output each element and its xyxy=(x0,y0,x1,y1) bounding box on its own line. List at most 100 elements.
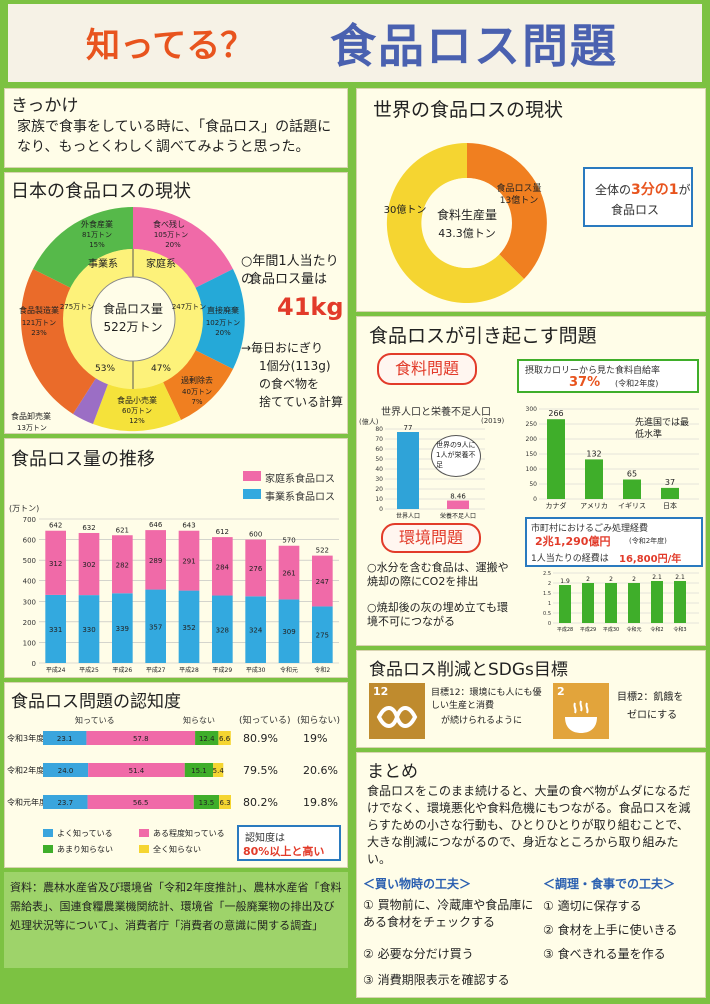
cost-bar xyxy=(628,583,640,623)
trend-bar-business xyxy=(312,606,333,663)
awareness-col-dont: (知らない) xyxy=(297,716,341,726)
trend-ytick: 500 xyxy=(23,557,36,565)
awareness-legend-label: あまり知らない xyxy=(57,844,113,854)
slice-tabenokoshi xyxy=(133,207,233,288)
awareness-seg-label: 13.5 xyxy=(199,799,215,807)
label-kouri: 食品小売業 xyxy=(117,395,157,405)
kikkake-body: 家族で食事をしている時に、「食品ロス」の話題になり、もっとくわしく調べてみようと… xyxy=(17,119,332,155)
pop-chart-title: 世界人口と栄養不足人口 xyxy=(381,407,491,418)
cooking-item-2: ② 食材を上手に使いきる xyxy=(543,923,678,937)
awareness-seg-label: 15.1 xyxy=(191,767,207,775)
sdg2-num: 2 xyxy=(557,685,565,698)
jikyu-value: 132 xyxy=(586,449,601,458)
sdg12-num: 12 xyxy=(373,685,389,698)
cost-bar xyxy=(651,581,663,623)
trend-xtick: 令和元 xyxy=(280,666,298,674)
trend-label-business: 330 xyxy=(82,626,95,634)
trend-label-total: 632 xyxy=(82,524,95,532)
trend-xtick: 平成24 xyxy=(46,666,66,674)
trend-bar-business xyxy=(245,596,266,663)
world-box-line: 全体の3分の1が xyxy=(595,179,691,199)
jikyu-xtick: 日本 xyxy=(663,501,677,510)
cost-line3: 1人当たりの経費は xyxy=(531,554,609,564)
trend-label-total: 621 xyxy=(116,526,129,534)
legend-swatch-household xyxy=(243,471,261,481)
awareness-year: 令和2年度 xyxy=(7,765,44,775)
jikyu-bar xyxy=(661,487,679,499)
sdgs-title: 食品ロス削減とSDGs目標 xyxy=(369,660,568,680)
jikyu-label: 摂取カロリーから見た食料自給率 xyxy=(525,366,661,376)
awareness-seg-label: 24.0 xyxy=(58,767,74,775)
trend-bar-household xyxy=(212,537,233,596)
trend-label-business: 339 xyxy=(116,625,129,633)
pop-ytick: 10 xyxy=(375,496,383,503)
trend-xtick: 令和2 xyxy=(314,666,330,674)
trend-label-total: 570 xyxy=(282,537,295,545)
world-box-line1: 全体の xyxy=(595,183,632,197)
trend-label-household: 289 xyxy=(149,557,162,565)
trend-xtick: 平成28 xyxy=(179,666,199,674)
jikyu-bar xyxy=(623,479,641,499)
awareness-legend-swatch xyxy=(43,845,53,853)
trend-label-household: 282 xyxy=(116,561,129,569)
trend-label-household: 291 xyxy=(182,558,195,566)
inner-pct-katei: 47% xyxy=(151,364,171,374)
trend-label-business: 352 xyxy=(182,624,195,632)
trend-bar-household xyxy=(178,530,200,591)
title-prefix: 知ってる？ xyxy=(86,26,255,66)
trend-ytick: 700 xyxy=(23,516,36,524)
developed-note: 先進国では最低水準 xyxy=(635,418,690,440)
trend-label-household: 302 xyxy=(82,561,95,569)
cost-line2b: (令和2年度) xyxy=(629,537,667,545)
shopping-item-1: ① 買物前に、冷蔵庫や食品庫にある食材をチェックする xyxy=(363,898,534,929)
jikyu-ytick: 100 xyxy=(526,466,538,473)
awareness-seg-label: 51.4 xyxy=(129,767,145,775)
awareness-seg-label: 6.6 xyxy=(219,735,231,743)
world-loss-label: 食品ロス量 xyxy=(496,182,541,194)
awareness-seg xyxy=(88,763,185,777)
conclusion-line2: 80%以上と高い xyxy=(243,845,325,858)
trend-label-household: 276 xyxy=(249,565,263,573)
jikyu-xtick: イギリス xyxy=(618,502,646,510)
inner-pct-jigyo: 53% xyxy=(95,364,115,374)
trend-bar-household xyxy=(312,555,333,607)
cooking-title: ＜調理・食事での工夫＞ xyxy=(543,877,676,891)
world-donut: 食料生産量 43.3億トン 30億トン 食品ロス量 13億トン xyxy=(384,142,547,303)
trend-label-total: 612 xyxy=(216,528,229,536)
pop-ytick: 70 xyxy=(375,436,383,443)
awareness-seg-label: 56.5 xyxy=(133,799,149,807)
awareness-sub-dont: 知らない xyxy=(183,716,215,725)
matome-body: 食品ロスをこのまま続けると、大量の食べ物がムダになるだけでなく、環境悪化や食料危… xyxy=(367,784,691,866)
jikyu-value: 65 xyxy=(627,470,637,479)
label-tabenokoshi: 食べ残し xyxy=(153,219,185,229)
slice-oroshi xyxy=(73,378,108,424)
trend-bar-household xyxy=(112,535,133,594)
trend-label-household: 247 xyxy=(316,578,329,586)
trend-bar-household xyxy=(45,530,66,595)
slice-kajo xyxy=(163,350,233,420)
value-gaishoku: 81万トン xyxy=(82,231,112,239)
awareness-seg xyxy=(43,763,89,777)
jikyu-note: (令和2年度) xyxy=(615,379,659,388)
cooking-item-3: ③ 食べきれる量を作る xyxy=(543,947,666,961)
awareness-seg xyxy=(195,731,219,745)
world-box: 全体の3分の1が 食品ロス xyxy=(583,167,693,227)
jikyu-value: 37 xyxy=(665,478,675,487)
awareness-know: 80.2% xyxy=(243,796,278,809)
trend-bar-business xyxy=(212,595,233,663)
awareness-seg xyxy=(218,731,231,745)
trend-label-total: 600 xyxy=(249,531,262,539)
sdg2-icon: 2 xyxy=(553,683,609,739)
cooking-item-1: ① 適切に保存する xyxy=(543,899,642,913)
pct-tabenokoshi: 20% xyxy=(165,241,181,249)
japan-panel: 日本の食品ロスの現状 食品ロス量 522万トン 事業系 家庭系 275万トン 2… xyxy=(4,172,348,434)
cost-value: 2 xyxy=(609,576,613,583)
awareness-year: 令和3年度 xyxy=(7,733,44,743)
trend-label-total: 643 xyxy=(182,522,195,530)
awareness-seg-label: 5.4 xyxy=(213,767,225,775)
trend-label-business: 357 xyxy=(149,623,162,631)
awareness-seg-label: 6.3 xyxy=(220,799,231,807)
trend-xtick: 平成30 xyxy=(246,666,266,674)
cost-value: 2 xyxy=(632,576,636,583)
trend-unit: (万トン) xyxy=(9,504,40,513)
